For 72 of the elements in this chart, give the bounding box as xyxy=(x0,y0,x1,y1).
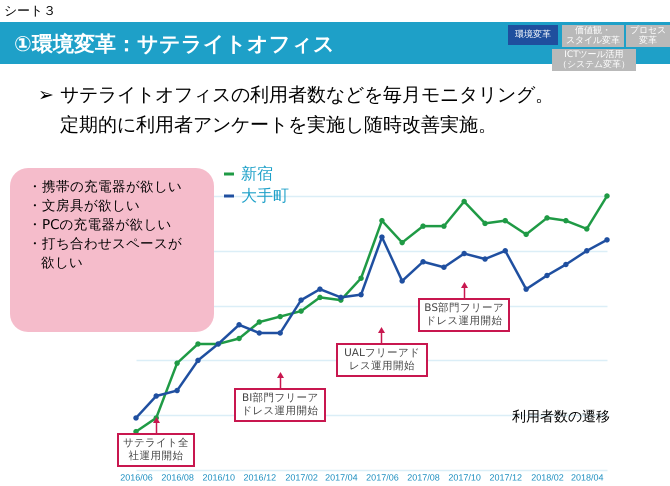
point xyxy=(482,220,488,226)
point xyxy=(441,223,447,229)
x-tick-label: 2016/06 xyxy=(120,472,153,482)
point xyxy=(563,262,569,268)
point xyxy=(236,322,242,328)
text: プロセス変革 xyxy=(629,26,667,46)
x-tick-label: 2016/12 xyxy=(244,472,276,482)
chart-subtitle: ➢ サテライトオフィスの利用者数などを毎月モニタリング。定期的に利用者アンケートを実施し随時改善実施。 xyxy=(38,83,555,138)
point xyxy=(441,264,447,270)
point xyxy=(277,330,283,336)
text: 価値観・スタイル変革 xyxy=(565,26,621,46)
point xyxy=(604,237,610,243)
x-tick-label: 2016/10 xyxy=(202,472,235,482)
point xyxy=(256,330,262,336)
x-tick-label: 2017/02 xyxy=(285,472,318,482)
annotation: 利用者数の遷移 xyxy=(512,408,610,426)
point xyxy=(523,286,529,292)
point xyxy=(195,358,201,364)
point xyxy=(604,193,610,199)
point xyxy=(317,286,323,292)
point xyxy=(174,360,180,366)
text: ICTツール活用（システム変革） xyxy=(554,50,634,70)
x-tick-label: 2017/06 xyxy=(366,472,399,482)
point xyxy=(195,341,201,347)
annotation: BS部門フリーアドレス運用開始 xyxy=(418,298,510,332)
point xyxy=(133,415,139,421)
point xyxy=(153,393,159,399)
point xyxy=(379,218,385,224)
point xyxy=(277,314,283,320)
point xyxy=(420,223,426,229)
point xyxy=(584,226,590,232)
point xyxy=(584,248,590,254)
point xyxy=(358,292,364,298)
point xyxy=(338,294,344,300)
point xyxy=(544,272,550,278)
x-tick-label: 2018/04 xyxy=(571,472,604,482)
point xyxy=(502,218,508,224)
point xyxy=(563,218,569,224)
annotation: ・文房具が欲しい xyxy=(28,197,141,216)
point xyxy=(358,275,364,281)
annotation: ・PCの充電器が欲しい xyxy=(28,216,173,235)
point xyxy=(420,259,426,264)
legend-label: 新宿 xyxy=(241,165,273,183)
point xyxy=(502,248,508,254)
annotation: UALフリーアドレス運用開始 xyxy=(336,343,428,377)
x-tick-label: 2017/12 xyxy=(489,472,522,482)
point xyxy=(174,388,180,394)
legend-label: 大手町 xyxy=(241,187,289,205)
point xyxy=(298,308,304,314)
point xyxy=(461,250,467,256)
point xyxy=(256,319,262,325)
point xyxy=(544,215,550,221)
callout-box: ・携帯の充電器が欲しい ・文房具が欲しい ・PCの充電器が欲しい ・打ち合わせスペースが欲しい xyxy=(10,168,214,332)
point xyxy=(399,278,405,284)
annotation: サテライト全社運用開始 xyxy=(117,433,196,467)
point xyxy=(298,297,304,303)
point xyxy=(461,198,467,204)
annotation: ・打ち合わせスペースが欲しい xyxy=(28,235,183,273)
x-tick-label: 2017/10 xyxy=(448,472,481,482)
x-tick-label: 2018/02 xyxy=(531,472,564,482)
x-tick-label: 2016/08 xyxy=(161,472,194,482)
annotation: BI部門フリーアドレス運用開始 xyxy=(234,388,326,422)
point xyxy=(236,336,242,342)
point xyxy=(523,232,529,238)
x-tick-label: 2017/04 xyxy=(325,472,358,482)
point xyxy=(399,240,405,246)
point xyxy=(482,256,488,262)
point xyxy=(317,294,323,300)
x-tick-label: 2017/08 xyxy=(407,472,440,482)
chart-title: ①環境変革：サテライトオフィス xyxy=(14,31,335,58)
text: 環境変革 xyxy=(514,30,552,40)
text: シート３ xyxy=(4,3,56,20)
